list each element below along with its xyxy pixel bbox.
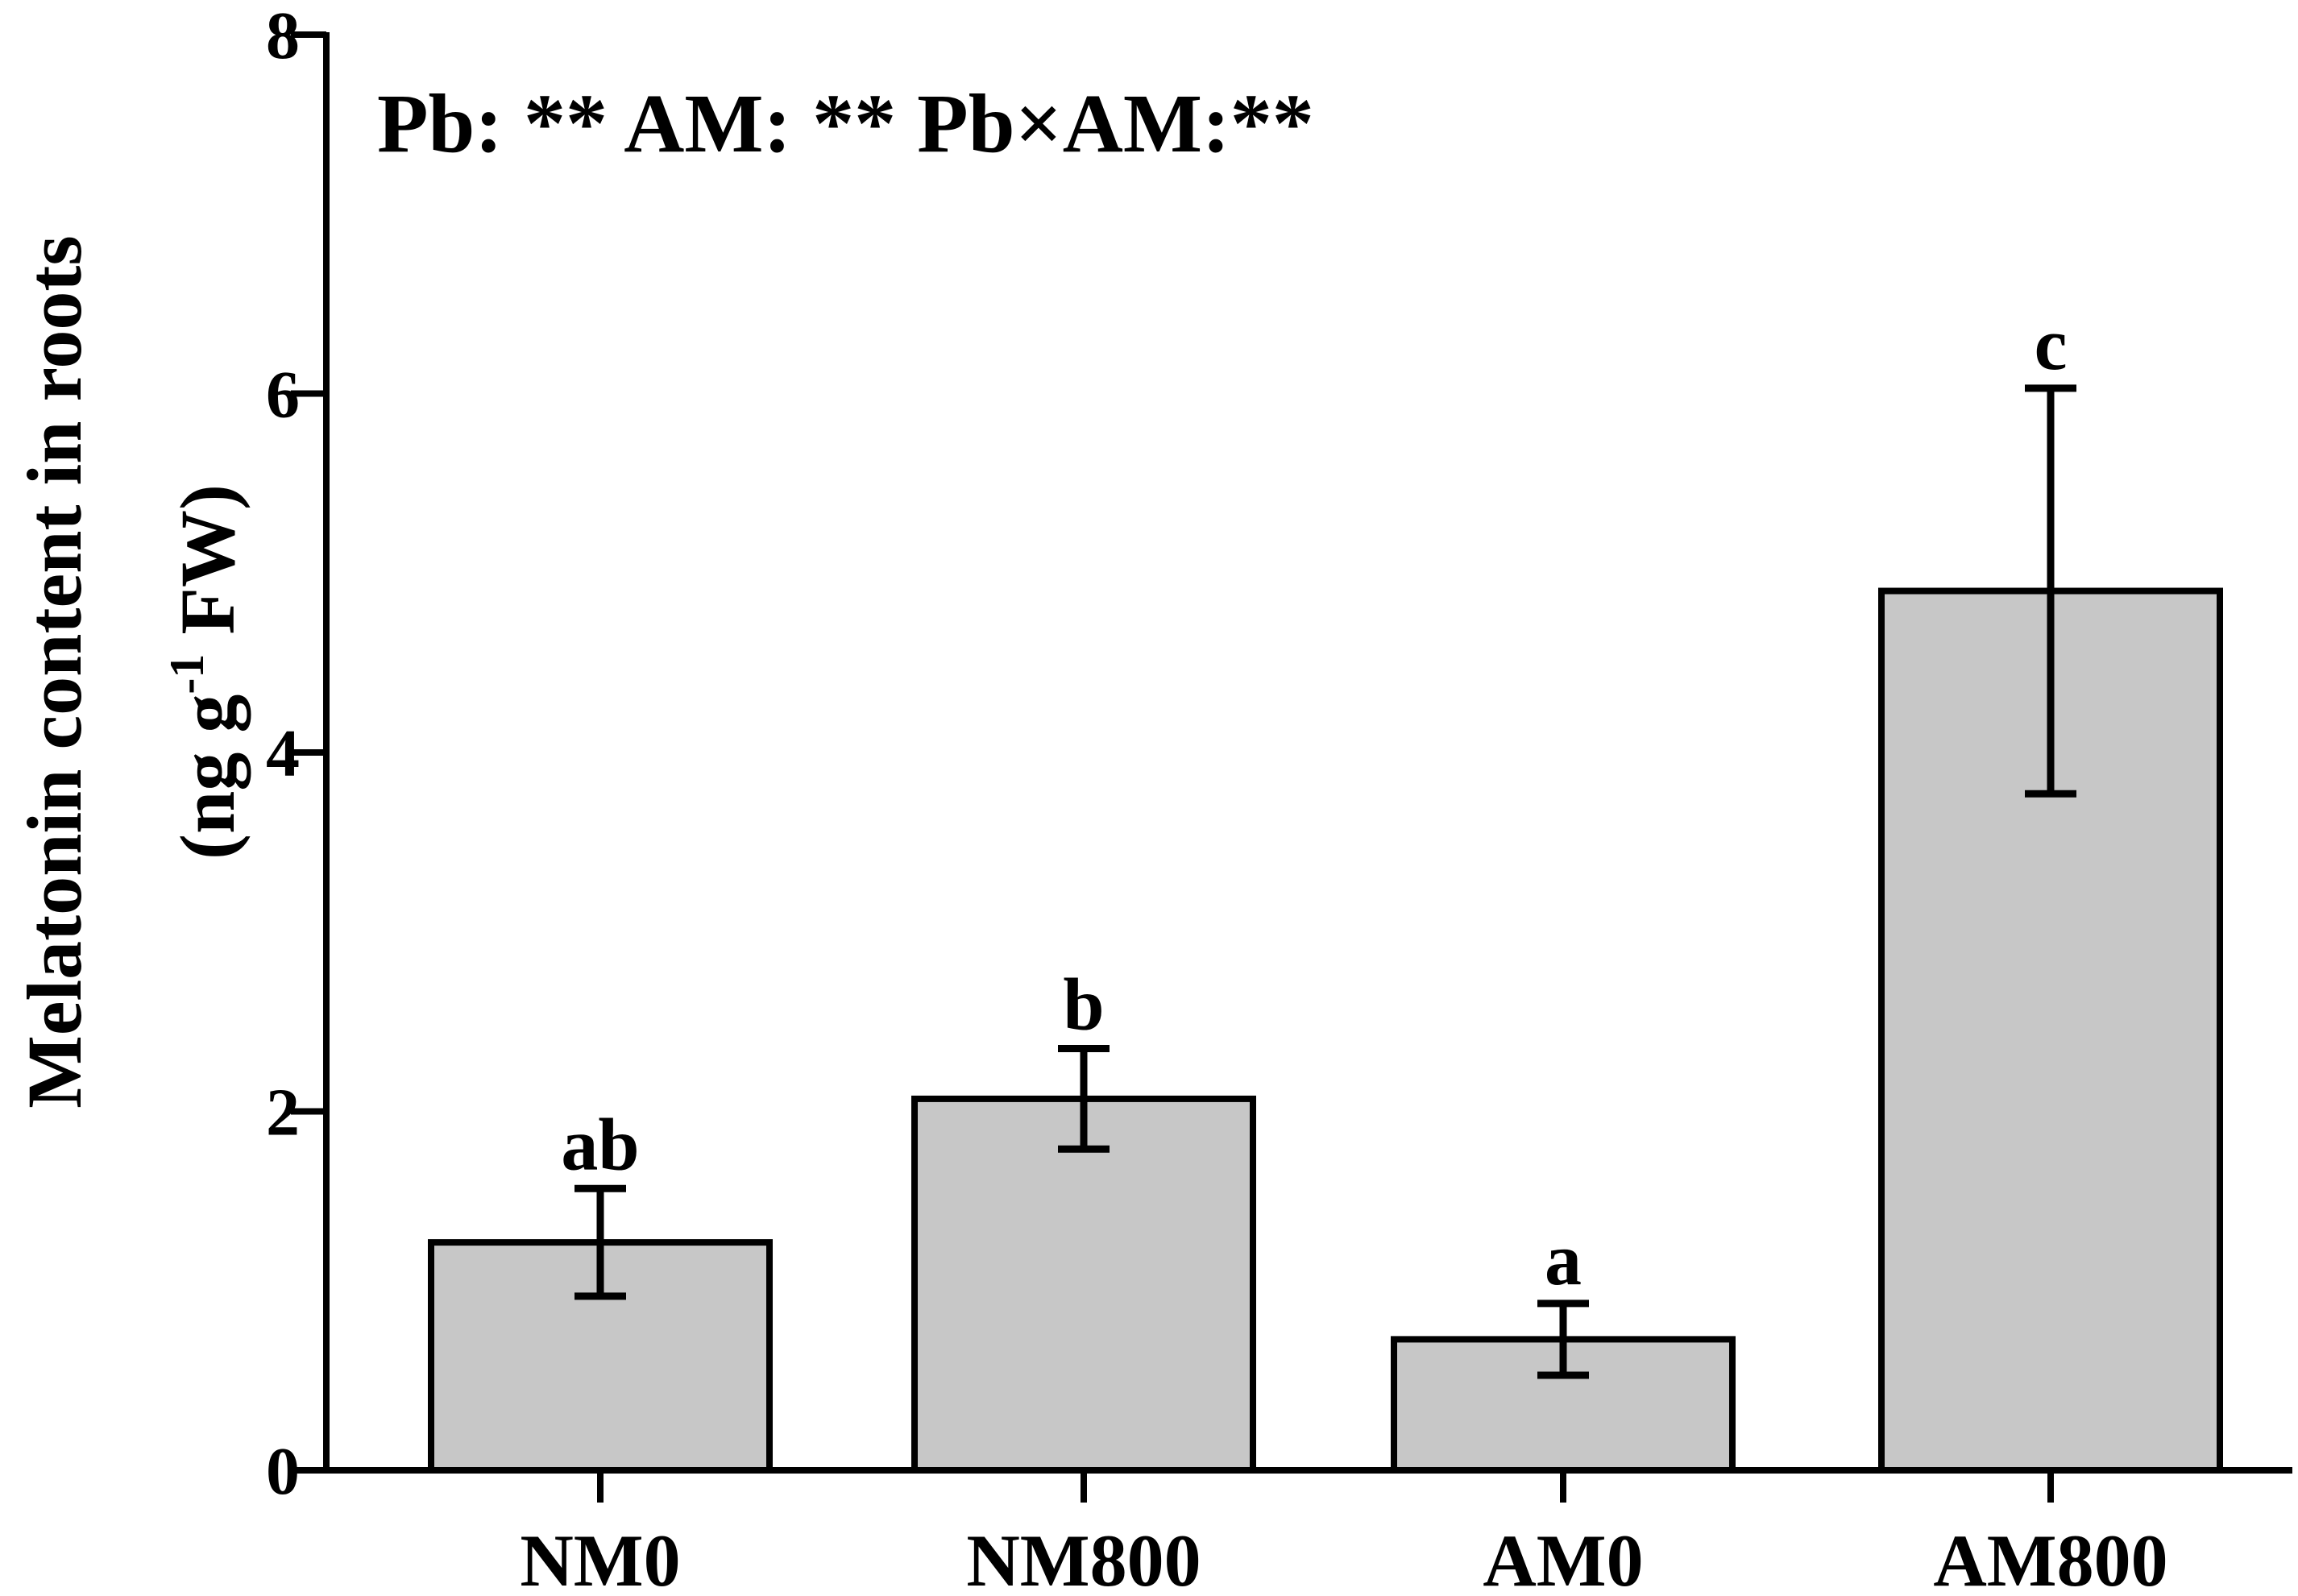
- significance-letter-am0: a: [1545, 1218, 1582, 1300]
- y-tick-label: 8: [266, 0, 300, 73]
- y-axis-label-line2: (ng g-1 FW): [160, 484, 251, 860]
- y-tick-label: 0: [266, 1434, 300, 1509]
- x-tick-label-am0: AM0: [1483, 1519, 1643, 1596]
- y-tick-label: 6: [266, 358, 300, 433]
- significance-annotation: Pb: ** AM: ** Pb×AM:**: [377, 77, 1314, 170]
- y-axis-label-unit-superscript: -1: [160, 654, 214, 694]
- y-axis-label-unit-prefix: (ng g: [164, 694, 251, 860]
- bar-nm800: [911, 1095, 1256, 1474]
- y-axis-label-line1: Melatonin content in roots: [11, 235, 97, 1109]
- x-ticks-group: NM0 NM800 AM0 AM800: [520, 1470, 2168, 1596]
- error-bars-group: [574, 384, 2076, 1379]
- significance-letter-nm800: b: [1063, 964, 1104, 1046]
- significance-letter-am800: c: [2035, 303, 2068, 385]
- bars-group: [428, 587, 2223, 1474]
- y-axis-label-unit-suffix: FW): [164, 484, 251, 654]
- significance-letters-group: ab b a c: [561, 303, 2067, 1300]
- y-tick-label: 4: [266, 716, 300, 791]
- x-tick-label-nm0: NM0: [520, 1519, 680, 1596]
- x-tick-label-nm800: NM800: [966, 1519, 1201, 1596]
- y-tick-label: 2: [266, 1076, 300, 1150]
- x-tick-label-am800: AM800: [1933, 1519, 2167, 1596]
- significance-letter-nm0: ab: [561, 1103, 639, 1185]
- y-ticks-group: 0 2 4 6 8: [266, 0, 326, 1509]
